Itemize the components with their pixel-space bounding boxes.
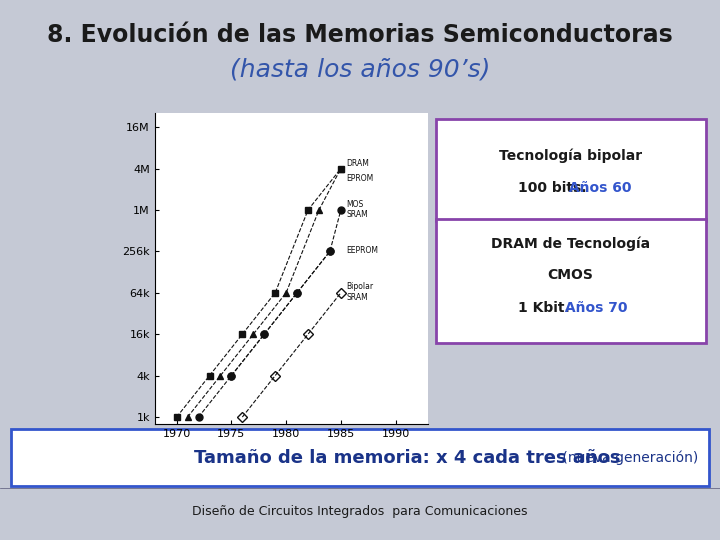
Text: EPROM: EPROM — [346, 174, 374, 183]
Text: MOS
SRAM: MOS SRAM — [346, 200, 368, 219]
Text: Tecnología bipolar: Tecnología bipolar — [499, 148, 642, 163]
Text: 1 Kbit.: 1 Kbit. — [518, 301, 570, 315]
FancyBboxPatch shape — [11, 429, 709, 486]
Text: Diseño de Circuitos Integrados  para Comunicaciones: Diseño de Circuitos Integrados para Comu… — [192, 505, 528, 518]
FancyBboxPatch shape — [436, 119, 706, 221]
Text: (hasta los años 90’s): (hasta los años 90’s) — [230, 57, 490, 81]
Text: Años 70: Años 70 — [560, 301, 628, 315]
Text: DRAM: DRAM — [346, 159, 369, 168]
FancyBboxPatch shape — [436, 219, 706, 343]
Text: Tamaño de la memoria: x 4 cada tres años: Tamaño de la memoria: x 4 cada tres años — [194, 449, 621, 467]
Text: DRAM de Tecnología: DRAM de Tecnología — [490, 237, 650, 251]
Text: EEPROM: EEPROM — [346, 246, 378, 255]
Text: Años 60: Años 60 — [564, 181, 631, 195]
Text: 100 bits.: 100 bits. — [518, 181, 587, 195]
Text: CMOS: CMOS — [547, 268, 593, 282]
Text: (nueva generación): (nueva generación) — [558, 451, 698, 465]
Text: Bipolar
SRAM: Bipolar SRAM — [346, 282, 374, 302]
Text: 8. Evolución de las Memorias Semiconductoras: 8. Evolución de las Memorias Semiconduct… — [47, 23, 673, 47]
